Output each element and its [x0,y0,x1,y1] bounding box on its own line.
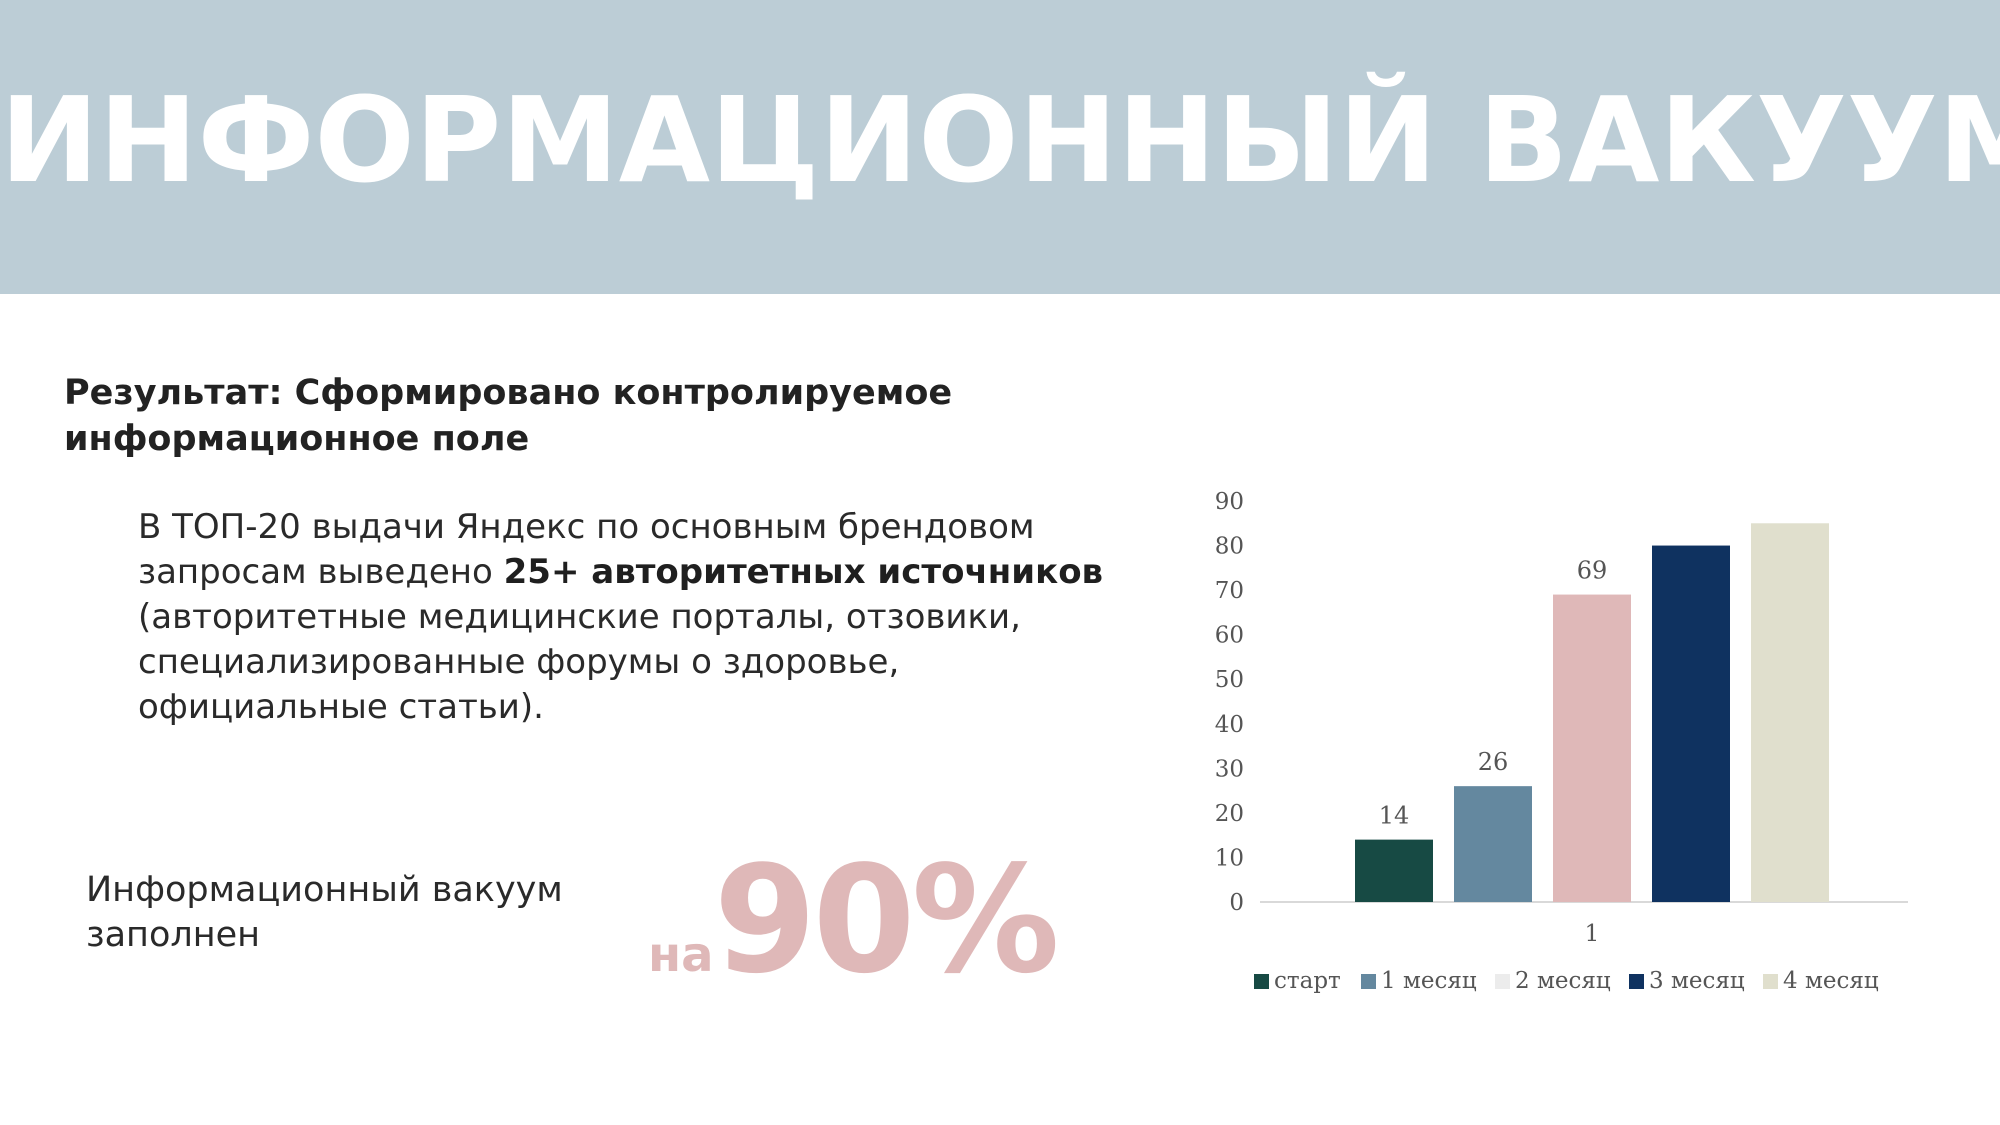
data-label: 14 [1379,802,1410,830]
legend-label: 3 месяц [1649,968,1745,994]
legend-swatch [1629,974,1644,989]
y-tick-label: 50 [1215,667,1244,693]
legend-label: старт [1274,968,1341,994]
bar-4 [1652,545,1730,902]
y-tick-label: 0 [1229,890,1244,916]
big-stat: на90% [648,840,1060,1000]
legend-swatch [1763,974,1778,989]
body-text-part2: (авторитетные медицинские порталы, отзов… [138,597,1021,727]
title-banner: ИНФОРМАЦИОННЫЙ ВАКУУМ [0,0,2000,294]
y-tick-label: 90 [1215,489,1244,515]
body-text-bold: 25+ авторитетных источников [503,552,1104,592]
stat-prefix: на [648,927,714,983]
data-label: 26 [1478,748,1509,776]
vacuum-label: Информационный вакуум заполнен [86,870,563,955]
legend-label: 1 месяц [1381,968,1477,994]
body-text-part1: В ТОП-20 выдачи Яндекс по основным бренд… [138,507,1035,592]
y-tick-label: 40 [1215,712,1244,738]
y-tick-label: 10 [1215,845,1244,871]
y-tick-label: 30 [1215,756,1244,782]
legend-label: 2 месяц [1515,968,1611,994]
x-tick-label: 1 [1585,921,1600,947]
page-title: ИНФОРМАЦИОННЫЙ ВАКУУМ [0,71,2000,209]
bar-3 [1553,594,1631,902]
legend-swatch [1495,974,1510,989]
y-tick-label: 20 [1215,801,1244,827]
legend-swatch [1254,974,1269,989]
body-paragraph: В ТОП-20 выдачи Яндекс по основным бренд… [138,505,1148,730]
bar-5 [1751,523,1829,902]
result-heading: Результат: Сформировано контролируемое и… [64,373,953,459]
bar-1 [1355,839,1433,902]
legend-label: 4 месяц [1783,968,1879,994]
stat-value: 90% [713,834,1060,1006]
bar-2 [1454,786,1532,902]
y-tick-label: 60 [1215,623,1244,649]
legend-swatch [1361,974,1376,989]
y-tick-label: 70 [1215,578,1244,604]
bar-chart: 0 10 20 30 40 50 60 70 80 90 14 26 69 1 старт 1 месяц 2 … [1215,489,1908,994]
y-tick-label: 80 [1215,534,1244,560]
data-label: 69 [1577,557,1608,585]
